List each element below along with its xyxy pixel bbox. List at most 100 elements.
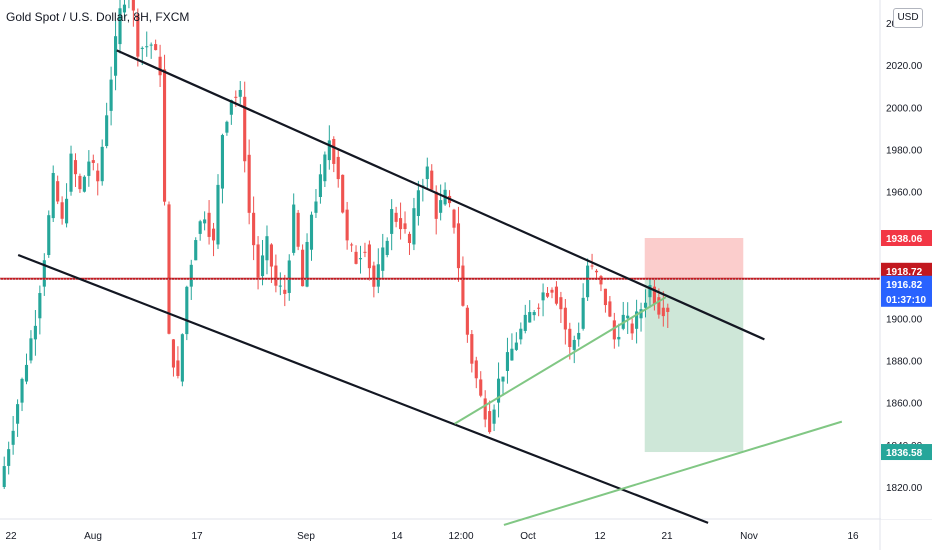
candle-body (314, 201, 318, 213)
candle-body (354, 251, 358, 264)
candle-body (399, 218, 403, 230)
candle-body (87, 161, 91, 176)
candle-body (198, 221, 202, 234)
candle-body (385, 240, 389, 255)
candle-body (109, 79, 113, 111)
y-tick-label: 1980.00 (886, 146, 923, 157)
candle-body (56, 181, 60, 202)
trend-line-2 (503, 420, 843, 526)
price-label-text-horizontal-line: 1918.72 (886, 267, 923, 278)
candle-body (278, 285, 282, 287)
candle-body (60, 202, 64, 219)
candle-body (65, 198, 69, 224)
y-tick-label: 1960.00 (886, 188, 923, 199)
x-tick-label: 12 (594, 531, 606, 542)
candle-body (554, 286, 558, 304)
x-tick-label: 14 (391, 531, 403, 542)
price-label-countdown (881, 290, 932, 307)
candle-body (283, 289, 287, 294)
candle-body (29, 338, 33, 361)
candle-body (136, 14, 140, 57)
candle-body (323, 154, 327, 182)
candle-body (456, 223, 461, 269)
candle-body (519, 328, 523, 340)
candle-body (171, 339, 176, 368)
candle-body (176, 360, 180, 376)
candle-body (345, 209, 349, 241)
position-stop-zone (644, 238, 744, 279)
price-label-text-stop: 1836.58 (886, 448, 923, 459)
candle-body (42, 260, 46, 287)
candle-body (11, 430, 15, 445)
x-tick-label: 12:00 (448, 531, 473, 542)
candle-body (211, 228, 216, 241)
candle-body (305, 241, 309, 287)
candle-body (586, 265, 590, 298)
candle-body (635, 311, 639, 329)
candle-body (220, 135, 224, 189)
candle-body (505, 352, 510, 371)
x-tick-label: Nov (740, 531, 758, 542)
candle-body (162, 69, 167, 202)
candle-body (367, 244, 371, 269)
candle-body (194, 240, 198, 261)
candle-body (82, 176, 86, 192)
trend-line-1 (454, 296, 667, 425)
x-tick-label: Aug (84, 531, 102, 542)
candle-body (24, 364, 29, 382)
price-label-text-target: 1938.06 (886, 234, 923, 245)
candle-body (603, 288, 607, 306)
candle-body (648, 285, 652, 298)
chart-title: Gold Spot / U.S. Dollar, 8H, FXCM (6, 10, 190, 24)
price-label-target (881, 230, 932, 247)
y-tick-label: 1820.00 (886, 483, 923, 494)
candle-body (318, 174, 322, 197)
candle-body (96, 170, 100, 182)
price-label-text-last: 1916.82 (886, 280, 923, 291)
candle-body (256, 244, 260, 278)
candle-body (269, 244, 273, 267)
candle-body (434, 191, 438, 219)
candle-body (510, 348, 514, 361)
price-label-stop (881, 444, 932, 461)
candle-body (577, 332, 581, 340)
candle-body (652, 286, 656, 305)
candle-body (225, 121, 229, 133)
candle-body (7, 449, 11, 466)
candle-body (568, 328, 572, 348)
candle-body (229, 100, 233, 115)
candle-body (465, 307, 469, 335)
candle-body (33, 325, 37, 340)
candle-body (439, 200, 443, 213)
candle-body (474, 360, 478, 379)
candle-body (630, 323, 634, 334)
candle-body (274, 265, 278, 286)
candle-body (407, 233, 412, 244)
candle-body (145, 46, 149, 48)
candle-body (105, 115, 109, 147)
candle-body (590, 265, 594, 267)
candle-body (545, 292, 550, 297)
candle-body (69, 153, 73, 192)
x-tick-label: 17 (191, 531, 203, 542)
candle-body (309, 214, 314, 250)
x-tick-label: 22 (5, 531, 17, 542)
candle-body (612, 320, 616, 340)
candle-body (608, 301, 612, 317)
candle-body (238, 89, 242, 97)
candle-body (483, 398, 487, 420)
candle-body (216, 184, 220, 245)
candle-body (180, 334, 184, 382)
candle-body (599, 276, 603, 285)
candle-body (617, 336, 621, 340)
price-label-last (881, 275, 932, 292)
x-tick-label: 16 (847, 531, 859, 542)
candle-body (461, 265, 465, 306)
candle-body (626, 315, 630, 319)
candle-body (149, 44, 153, 46)
currency-button[interactable]: USD (893, 8, 923, 28)
candle-body (541, 292, 545, 301)
candle-body (528, 312, 532, 323)
candle-body (265, 236, 269, 261)
